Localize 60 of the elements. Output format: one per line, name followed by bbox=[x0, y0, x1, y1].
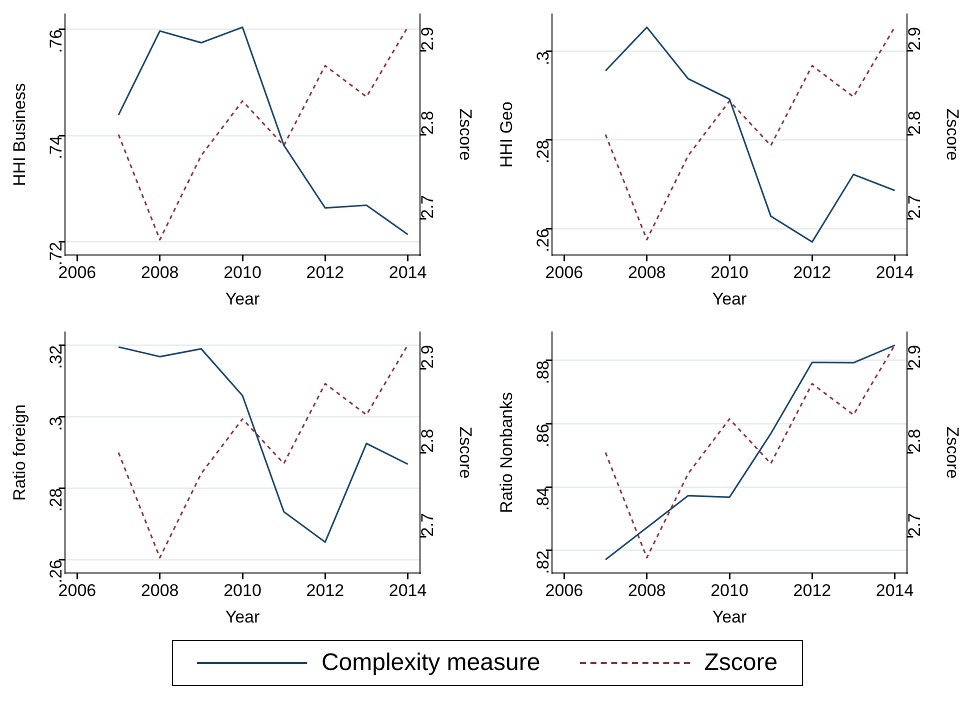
y-tick-label: .74 bbox=[46, 136, 66, 160]
y2-axis-title: Zscore bbox=[456, 426, 476, 479]
x-tick-label: 2008 bbox=[140, 581, 179, 600]
y-tick-label: .82 bbox=[533, 550, 552, 574]
x-axis-title: Year bbox=[712, 289, 748, 308]
y2-tick-label: 2.7 bbox=[904, 195, 924, 219]
y2-axis-title: Zscore bbox=[943, 426, 962, 479]
x-tick-label: 2010 bbox=[224, 581, 262, 600]
x-tick-label: 2006 bbox=[58, 263, 96, 282]
y-tick-label: .76 bbox=[46, 29, 66, 54]
x-tick-label: 2014 bbox=[388, 581, 427, 600]
y2-tick-label: 2.8 bbox=[904, 110, 924, 135]
y-tick-label: .26 bbox=[533, 228, 552, 252]
y-tick-label: .3 bbox=[46, 416, 66, 431]
y2-tick-label: 2.9 bbox=[904, 344, 924, 369]
legend-label: Zscore bbox=[704, 649, 778, 677]
y-axis-title: HHI Business bbox=[10, 83, 29, 186]
x-tick-label: 2014 bbox=[388, 263, 427, 282]
y-tick-label: .84 bbox=[533, 487, 552, 511]
y2-tick-label: 2.7 bbox=[418, 513, 437, 537]
x-tick-label: 2006 bbox=[58, 581, 96, 600]
y2-tick-label: 2.9 bbox=[904, 26, 924, 51]
y2-tick-label: 2.8 bbox=[418, 428, 437, 453]
y-tick-label: .86 bbox=[533, 424, 552, 448]
x-tick-label: 2006 bbox=[545, 581, 584, 600]
y-tick-label: .28 bbox=[533, 140, 552, 164]
x-tick-label: 2010 bbox=[710, 263, 748, 282]
y-tick-label: .32 bbox=[46, 345, 66, 369]
y2-tick-label: 2.9 bbox=[418, 26, 437, 51]
x-tick-label: 2010 bbox=[710, 581, 748, 600]
y2-axis-title: Zscore bbox=[943, 108, 962, 161]
y2-tick-label: 2.9 bbox=[418, 344, 437, 369]
legend-label: Complexity measure bbox=[321, 649, 540, 677]
x-tick-label: 2012 bbox=[306, 581, 344, 600]
y-tick-label: .28 bbox=[46, 488, 66, 512]
y-tick-label: .72 bbox=[46, 242, 66, 266]
y-axis-title: Ratio Nonbanks bbox=[496, 392, 516, 514]
x-axis-title: Year bbox=[225, 289, 260, 308]
x-axis-title: Year bbox=[712, 607, 748, 626]
y2-tick-label: 2.7 bbox=[904, 513, 924, 537]
x-tick-label: 2010 bbox=[224, 263, 262, 282]
x-axis-title: Year bbox=[225, 607, 260, 626]
x-tick-label: 2014 bbox=[876, 581, 914, 600]
y2-tick-label: 2.7 bbox=[418, 195, 437, 219]
x-tick-label: 2012 bbox=[793, 263, 832, 282]
x-tick-label: 2012 bbox=[793, 581, 832, 600]
x-tick-label: 2006 bbox=[545, 263, 584, 282]
y-tick-label: .26 bbox=[46, 560, 66, 584]
y-axis-title: HHI Geo bbox=[496, 102, 516, 168]
x-tick-label: 2008 bbox=[628, 263, 666, 282]
x-tick-label: 2012 bbox=[306, 263, 344, 282]
y2-tick-label: 2.8 bbox=[418, 110, 437, 135]
y-tick-label: .88 bbox=[533, 360, 552, 384]
y2-tick-label: 2.8 bbox=[904, 428, 924, 453]
y2-axis-title: Zscore bbox=[456, 108, 476, 161]
x-tick-label: 2014 bbox=[876, 263, 914, 282]
x-tick-label: 2008 bbox=[140, 263, 179, 282]
y-tick-label: .3 bbox=[533, 51, 552, 66]
x-tick-label: 2008 bbox=[628, 581, 666, 600]
y-axis-title: Ratio foreign bbox=[10, 404, 29, 501]
